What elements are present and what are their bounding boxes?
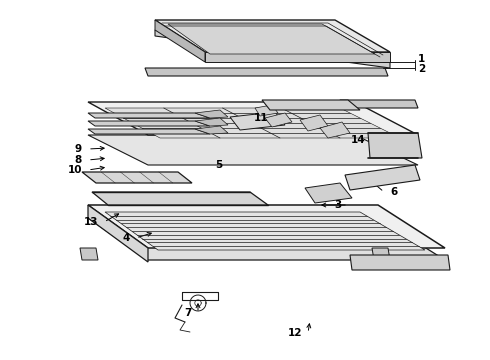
- Text: 4: 4: [122, 233, 130, 243]
- Text: 10: 10: [68, 165, 82, 175]
- Polygon shape: [92, 192, 268, 205]
- Text: 2: 2: [418, 64, 425, 74]
- Polygon shape: [82, 172, 192, 183]
- Polygon shape: [88, 218, 445, 260]
- Polygon shape: [88, 121, 210, 126]
- Polygon shape: [168, 24, 375, 54]
- Polygon shape: [205, 52, 390, 62]
- Polygon shape: [372, 248, 390, 260]
- Polygon shape: [155, 30, 390, 68]
- Text: 1: 1: [418, 54, 425, 64]
- Text: 7: 7: [185, 308, 192, 318]
- Polygon shape: [265, 113, 292, 127]
- Polygon shape: [368, 133, 422, 158]
- Polygon shape: [88, 205, 148, 262]
- Polygon shape: [340, 100, 418, 108]
- Polygon shape: [88, 102, 418, 135]
- Polygon shape: [88, 205, 445, 248]
- Polygon shape: [195, 126, 228, 134]
- Text: 6: 6: [390, 187, 397, 197]
- Text: 5: 5: [215, 160, 222, 170]
- Polygon shape: [320, 122, 350, 138]
- Polygon shape: [255, 105, 278, 116]
- Text: 9: 9: [75, 144, 82, 154]
- Text: 11: 11: [253, 113, 268, 123]
- Text: 12: 12: [288, 328, 302, 338]
- Text: 14: 14: [350, 135, 365, 145]
- Polygon shape: [155, 20, 205, 62]
- Polygon shape: [88, 135, 418, 165]
- Polygon shape: [345, 165, 420, 190]
- Polygon shape: [155, 20, 390, 52]
- Polygon shape: [145, 68, 388, 76]
- Polygon shape: [88, 113, 210, 118]
- Polygon shape: [230, 112, 285, 130]
- Polygon shape: [88, 129, 210, 134]
- Polygon shape: [195, 118, 228, 126]
- Polygon shape: [262, 100, 360, 110]
- Polygon shape: [80, 248, 98, 260]
- Polygon shape: [195, 110, 228, 118]
- Polygon shape: [105, 108, 400, 138]
- Text: 8: 8: [75, 155, 82, 165]
- Polygon shape: [105, 212, 425, 250]
- Text: 13: 13: [83, 217, 98, 227]
- Polygon shape: [300, 115, 328, 131]
- Polygon shape: [350, 255, 450, 270]
- Text: 3: 3: [335, 200, 342, 210]
- Polygon shape: [305, 183, 352, 203]
